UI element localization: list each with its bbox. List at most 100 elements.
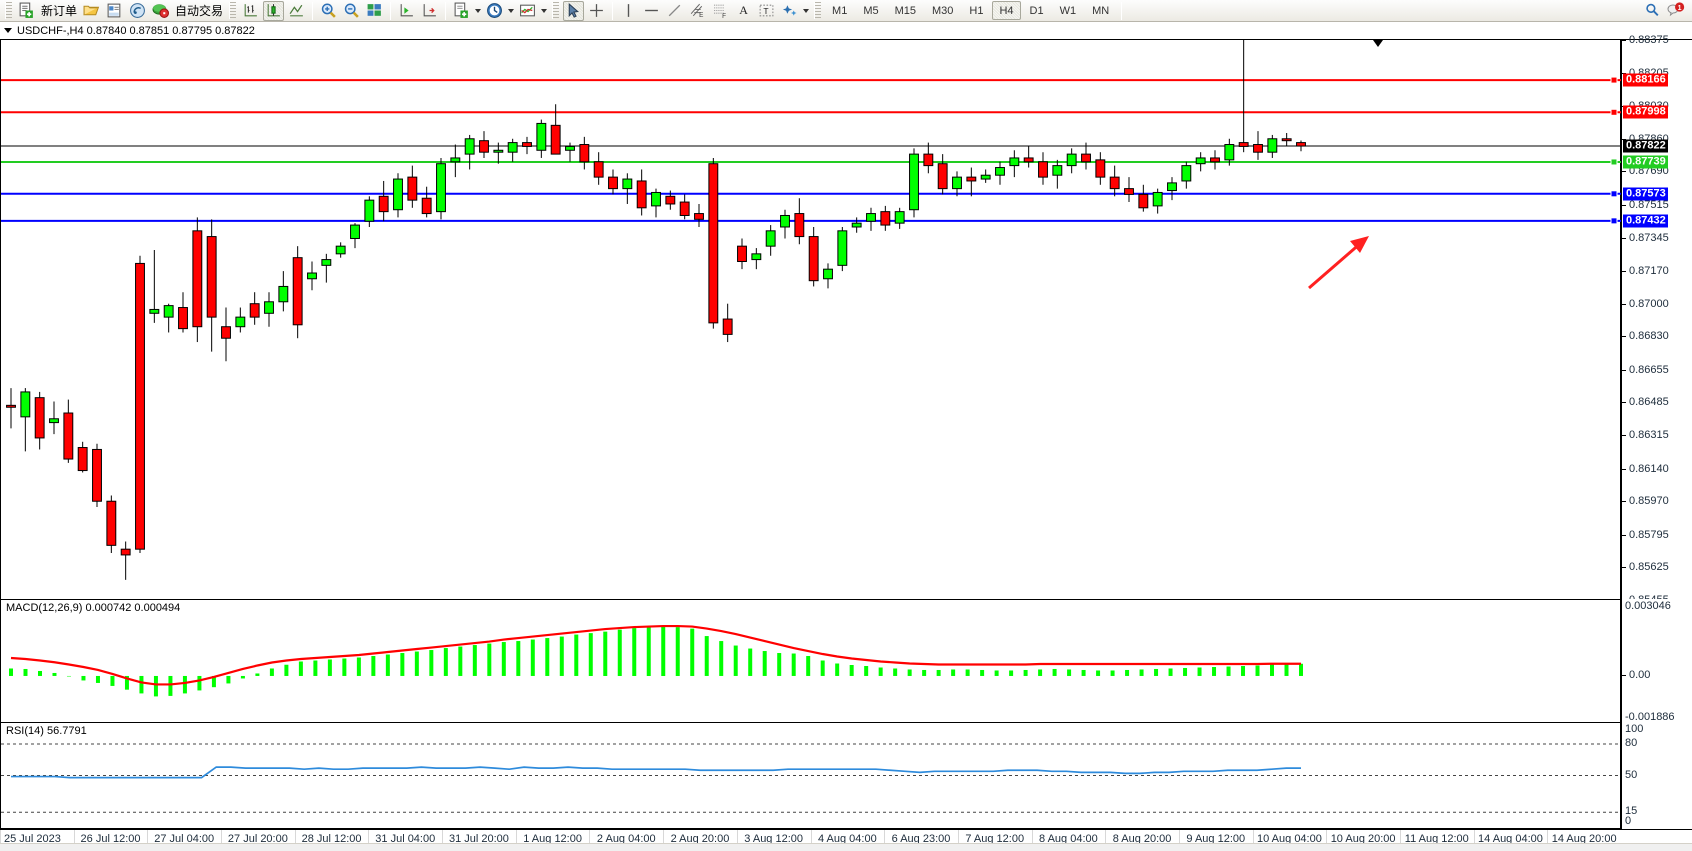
candle-bullish: [1267, 138, 1278, 153]
vertical-line-icon[interactable]: [618, 1, 639, 21]
candle-bullish: [952, 176, 962, 190]
timeframe-d1[interactable]: D1: [1029, 5, 1044, 17]
time-axis-label: 27 Jul 04:00: [154, 833, 215, 845]
timeframe-m30[interactable]: M30: [932, 5, 954, 17]
timeframe-m5[interactable]: M5: [863, 5, 879, 17]
candle-bullish: [780, 214, 790, 228]
macd-canvas: [9, 624, 1303, 697]
toolbar-grip-3[interactable]: [552, 2, 560, 19]
macd-tick: -0.001886: [1625, 711, 1675, 723]
price-level-anchor[interactable]: [1610, 217, 1618, 225]
price-flag-resistance[interactable]: 0.87998: [1623, 105, 1668, 119]
search-icon[interactable]: [1642, 1, 1663, 21]
annotation-arrow[interactable]: [1308, 236, 1369, 290]
text-icon[interactable]: A: [739, 3, 748, 17]
time-axis-label: 14 Aug 04:00: [1478, 833, 1543, 845]
zoom-out-icon[interactable]: [341, 1, 362, 21]
period-dropdown-icon[interactable]: [508, 8, 515, 13]
candle-bearish: [665, 195, 676, 205]
notifications-icon[interactable]: 1: [1665, 1, 1686, 21]
candle-bullish: [436, 163, 446, 213]
price-tick: 0.86140: [1622, 463, 1669, 475]
time-axis-separator: [147, 830, 149, 851]
chart-shift-icon[interactable]: [396, 1, 417, 21]
crosshair-icon[interactable]: [586, 1, 607, 21]
time-axis-separator: [957, 830, 959, 851]
rsi-tick: 15: [1625, 805, 1638, 818]
price-level-anchor[interactable]: [1610, 190, 1618, 198]
indicators-icon[interactable]: [517, 1, 538, 21]
new-order-label[interactable]: 新订单: [41, 4, 78, 18]
price-level-anchor[interactable]: [1610, 76, 1618, 84]
fibonacci-icon[interactable]: F: [710, 1, 731, 21]
tile-windows-icon[interactable]: [364, 1, 385, 21]
price-chart-pane[interactable]: [0, 40, 1621, 602]
time-axis-separator: [368, 830, 370, 851]
timeframe-h1[interactable]: H1: [969, 5, 984, 17]
toolbar-grip-4[interactable]: [814, 2, 822, 19]
indicators-dropdown-icon[interactable]: [541, 8, 548, 13]
price-level-anchor[interactable]: [1610, 158, 1618, 166]
candle-bullish: [507, 142, 518, 153]
equidistant-channel-icon[interactable]: E: [687, 1, 708, 21]
cursor-icon[interactable]: [563, 0, 585, 21]
candle-bearish: [63, 412, 74, 460]
price-tick: 0.87345: [1622, 232, 1669, 244]
rsi-indicator-pane[interactable]: RSI(14) 56.7791: [0, 722, 1621, 829]
new-chart-icon[interactable]: [451, 1, 472, 21]
candle-bullish: [894, 211, 905, 224]
folder-icon[interactable]: [81, 1, 102, 21]
price-flag-resistance[interactable]: 0.88166: [1623, 73, 1668, 87]
price-scale[interactable]: 0.883750.882050.880300.878600.876900.875…: [1621, 34, 1692, 606]
horizontal-line-icon[interactable]: [641, 1, 662, 21]
candle-bearish: [1138, 193, 1149, 209]
candle-bullish: [851, 222, 862, 228]
data-window-icon[interactable]: [104, 1, 125, 21]
candle-bearish: [1281, 138, 1292, 142]
line-chart-icon[interactable]: [286, 1, 307, 21]
time-axis-separator: [1399, 830, 1401, 851]
price-flag-support[interactable]: 0.87573: [1623, 187, 1668, 201]
auto-trading-label[interactable]: 自动交易: [175, 4, 224, 18]
timeframe-h4[interactable]: H4: [992, 1, 1021, 20]
symbol-quote-text: USDCHF-,H4 0.87840 0.87851 0.87795 0.878…: [17, 24, 255, 37]
time-axis-separator: [1031, 830, 1033, 851]
trendline-icon[interactable]: [664, 1, 685, 21]
timeframe-m15[interactable]: M15: [894, 5, 916, 17]
candle-bullish: [536, 122, 547, 151]
new-chart-dropdown-icon[interactable]: [475, 8, 482, 13]
text-label-icon[interactable]: T: [756, 1, 777, 21]
toolbar-grip[interactable]: [5, 2, 12, 19]
time-axis-label: 28 Jul 12:00: [301, 833, 362, 845]
time-axis-separator: [515, 830, 517, 851]
signals-icon[interactable]: [127, 1, 148, 21]
chart-menu-dropdown-icon[interactable]: [4, 28, 12, 33]
price-flag-current-price[interactable]: 0.87822: [1623, 139, 1668, 153]
timeframe-m1[interactable]: M1: [832, 5, 848, 17]
auto-scroll-icon[interactable]: [419, 1, 440, 21]
templates-dropdown-icon[interactable]: [803, 8, 810, 13]
toolbar-grip-2[interactable]: [229, 2, 237, 19]
price-level-anchor[interactable]: [1610, 108, 1618, 116]
zoom-in-icon[interactable]: [318, 1, 339, 21]
time-axis-label: 14 Aug 20:00: [1551, 833, 1617, 845]
candle-bearish: [120, 548, 131, 556]
timeframe-mn[interactable]: MN: [1092, 5, 1110, 17]
candlestick-chart-icon[interactable]: [263, 0, 285, 21]
candle-bearish: [1095, 159, 1106, 178]
templates-icon[interactable]: [779, 1, 800, 21]
bar-chart-icon[interactable]: [240, 1, 261, 21]
price-tick: 0.86655: [1622, 364, 1669, 376]
rsi-title: RSI(14) 56.7791: [6, 725, 87, 737]
period-icon[interactable]: [484, 1, 505, 21]
arrow-shaft: [1308, 240, 1363, 290]
time-axis-label: 31 Jul 04:00: [375, 833, 436, 845]
new-order-button[interactable]: [16, 1, 37, 21]
time-axis-separator: [1178, 830, 1180, 851]
timeframe-w1[interactable]: W1: [1059, 5, 1077, 17]
auto-trading-icon[interactable]: [150, 1, 171, 21]
price-flag-bid-line[interactable]: 0.87739: [1623, 155, 1668, 169]
macd-indicator-pane[interactable]: MACD(12,26,9) 0.000742 0.000494: [0, 599, 1621, 724]
candle-bullish: [493, 149, 504, 153]
price-flag-support[interactable]: 0.87432: [1623, 214, 1668, 228]
